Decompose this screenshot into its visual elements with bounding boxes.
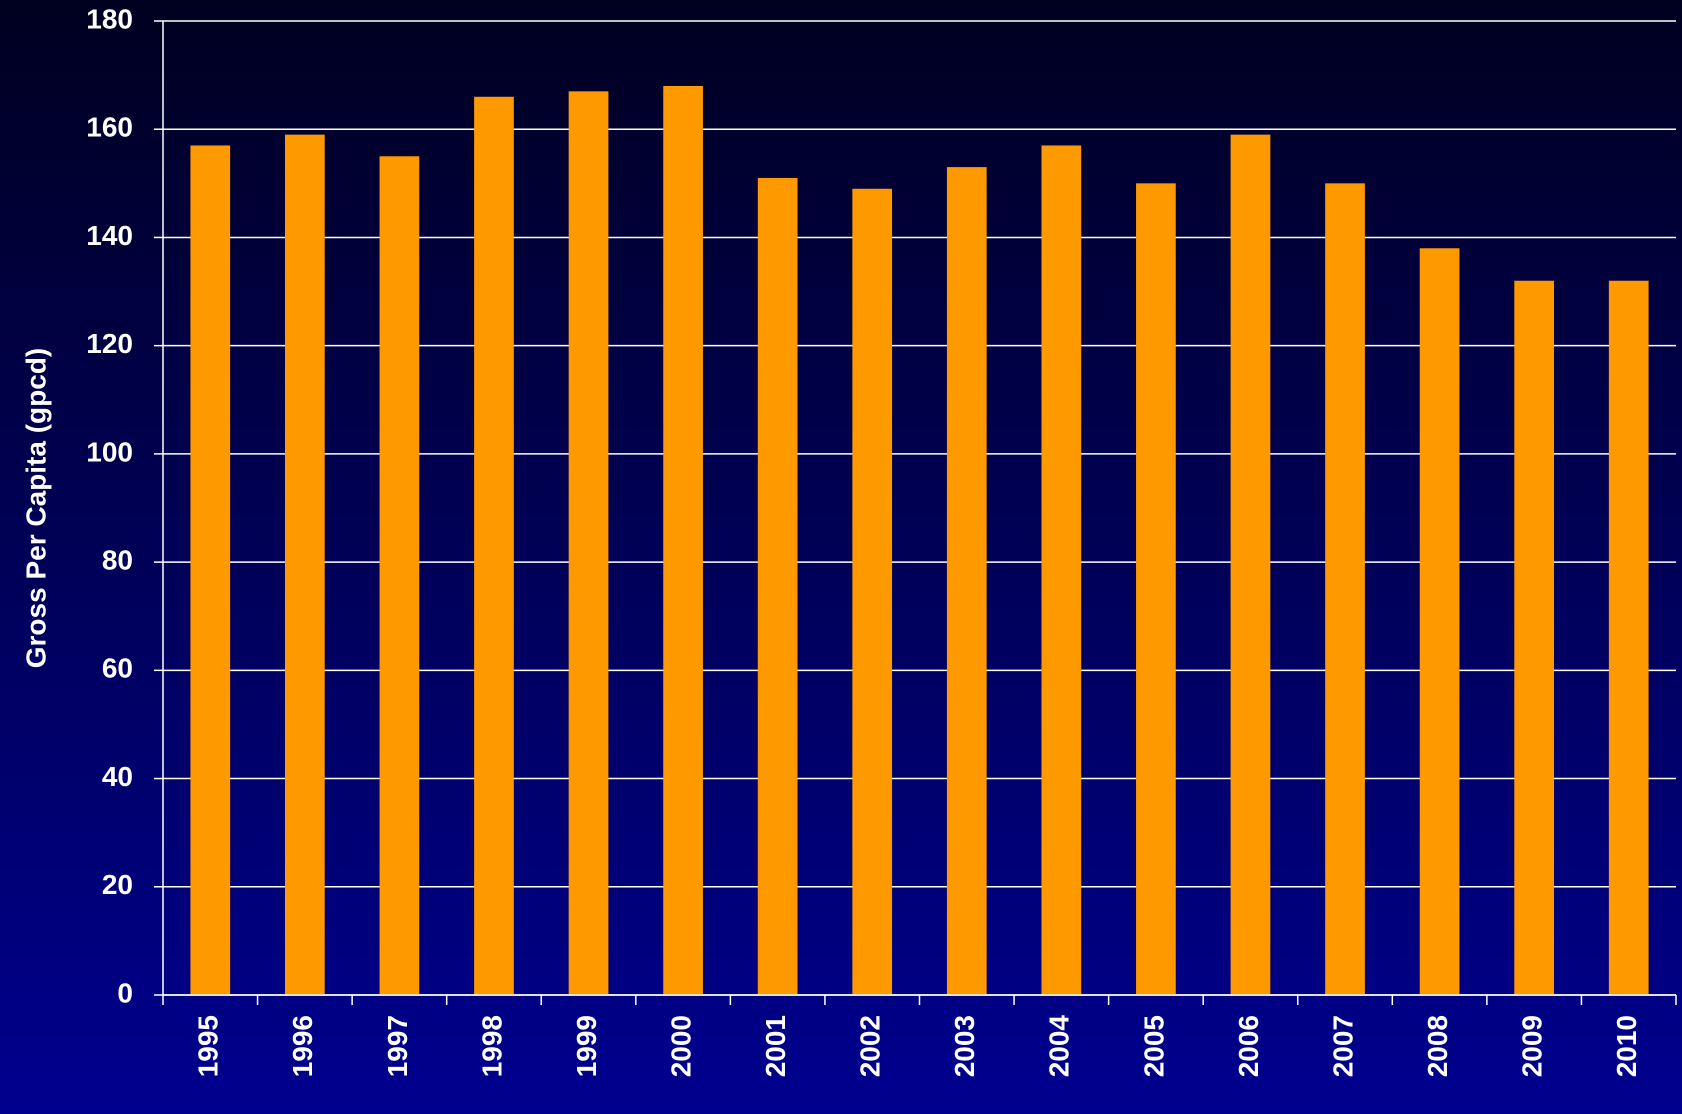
bar bbox=[190, 145, 231, 995]
y-tick-label: 100 bbox=[86, 436, 133, 467]
x-tick-label: 2006 bbox=[1233, 1015, 1264, 1077]
x-tick-label: 2003 bbox=[949, 1015, 980, 1077]
y-tick-label: 160 bbox=[86, 112, 133, 143]
x-tick-label: 2005 bbox=[1138, 1015, 1169, 1077]
bar bbox=[568, 91, 609, 996]
bar bbox=[663, 85, 703, 995]
bar bbox=[946, 167, 987, 996]
bar bbox=[474, 96, 514, 995]
bar bbox=[379, 156, 420, 995]
x-tick-label: 1995 bbox=[193, 1015, 224, 1077]
y-tick-label: 120 bbox=[86, 328, 133, 359]
y-tick-label: 140 bbox=[86, 220, 133, 251]
bar bbox=[757, 177, 798, 995]
bar bbox=[1136, 183, 1176, 996]
y-tick-label: 80 bbox=[102, 545, 133, 576]
bar bbox=[284, 134, 325, 996]
bar bbox=[1514, 280, 1555, 995]
x-tick-label: 2007 bbox=[1327, 1015, 1358, 1077]
x-tick-label: 2008 bbox=[1422, 1015, 1453, 1077]
x-tick-label: 2002 bbox=[855, 1015, 886, 1077]
y-tick-label: 20 bbox=[102, 869, 133, 900]
x-tick-label: 2001 bbox=[760, 1015, 791, 1077]
x-tick-label: 2009 bbox=[1517, 1015, 1548, 1077]
x-tick-label: 2004 bbox=[1044, 1015, 1075, 1078]
bar bbox=[1608, 280, 1649, 995]
y-tick-label: 180 bbox=[86, 3, 133, 34]
x-tick-label: 2010 bbox=[1611, 1015, 1642, 1077]
x-tick-label: 1998 bbox=[476, 1015, 507, 1077]
x-tick-label: 2000 bbox=[665, 1015, 696, 1077]
y-tick-label: 60 bbox=[102, 653, 133, 684]
x-tick-label: 1996 bbox=[287, 1015, 318, 1077]
bar bbox=[1325, 183, 1365, 996]
y-axis-label: Gross Per Capita (gpcd) bbox=[20, 348, 51, 669]
y-tick-label: 40 bbox=[102, 761, 133, 792]
bar bbox=[852, 188, 893, 995]
x-tick-label: 1997 bbox=[382, 1015, 413, 1077]
y-tick-label: 0 bbox=[117, 977, 133, 1008]
x-tick-label: 1999 bbox=[571, 1015, 602, 1077]
bar bbox=[1230, 134, 1271, 996]
bar bbox=[1419, 248, 1460, 995]
bar bbox=[1041, 145, 1082, 995]
